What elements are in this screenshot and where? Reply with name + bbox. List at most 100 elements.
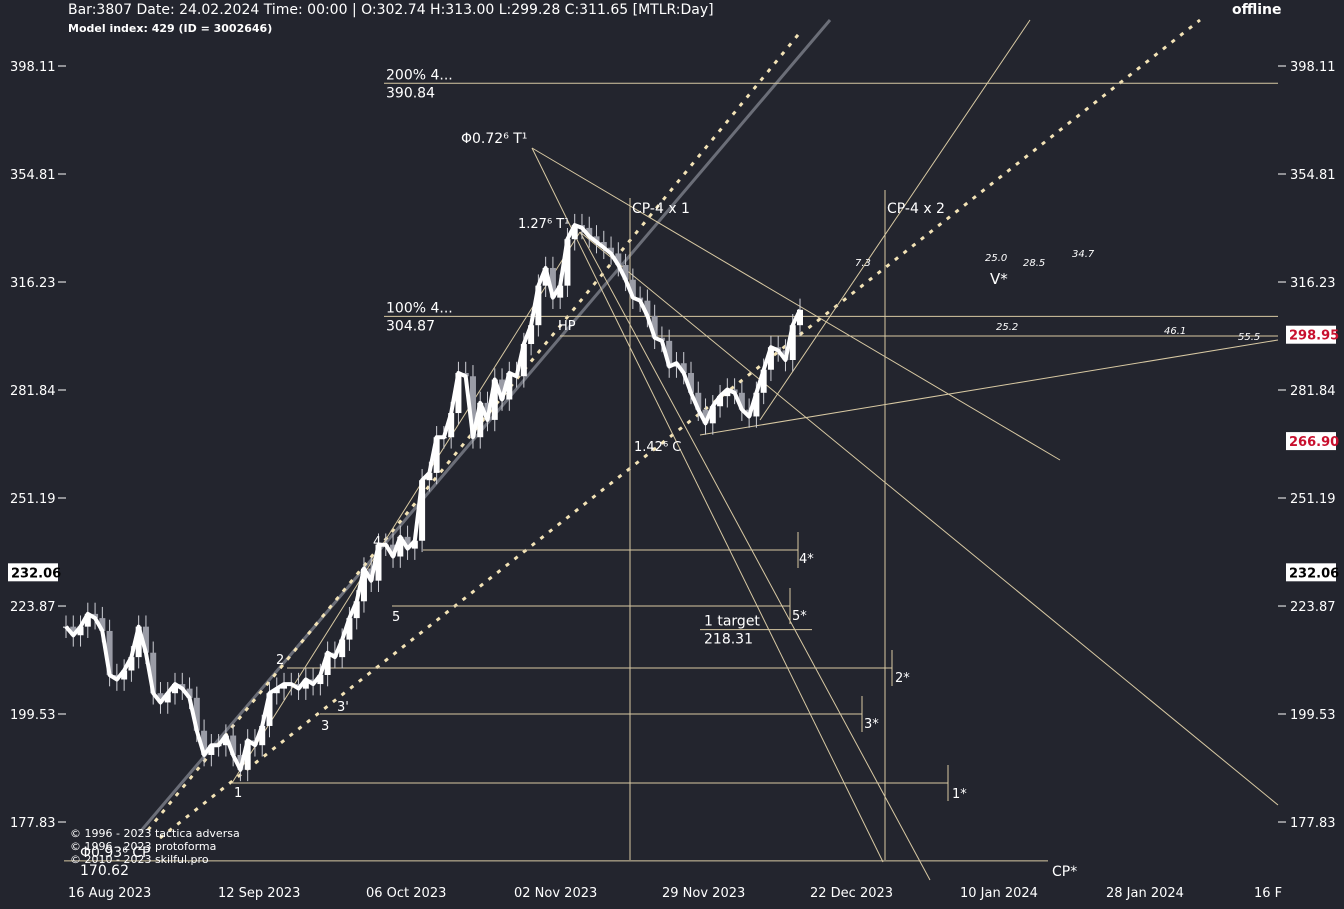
candle-body [586,227,593,237]
dotted-channel-lower [159,18,1201,840]
x-tick-label: 06 Oct 2023 [366,886,446,901]
diagonal-line [579,231,1279,806]
model-index: Model index: 429 (ID = 3002646) [68,22,273,35]
candle-body [702,409,709,424]
annotation-label: 2* [895,671,910,686]
x-tick-label: 10 Jan 2024 [960,886,1038,901]
candle-body [302,679,309,689]
bar-info: Bar:3807 Date: 24.02.2024 Time: 00:00 | … [68,2,714,18]
candle-body [738,392,745,410]
annotation-label: 1 [234,786,242,801]
y-tick-label-right: 281.84 [1290,384,1336,399]
close-line [64,223,802,772]
candle-body [528,325,535,345]
candle-body [608,247,615,254]
price-badge [1286,432,1336,451]
price-badge-label: 266.90 [1289,435,1339,450]
annotation-label: 28.5 [1023,258,1045,269]
annotation-label: 5* [792,609,807,624]
candle-body [142,626,149,653]
diagonal-line [699,339,1279,436]
candle-body [571,225,578,240]
y-tick-label-right: 316.23 [1290,276,1336,291]
candle-body [520,344,527,377]
candle-body [680,363,687,373]
y-tick-label-right: 354.81 [1290,168,1336,183]
candle-body [666,340,673,367]
annotation-label: 5 [392,610,400,625]
annotation-label: CP-4 x 2 [887,201,945,217]
candle-body [724,389,731,397]
y-tick-label-right: 398.11 [1290,60,1336,75]
copyright-1: © 1996 - 2023 tactica adversa [70,827,240,840]
candle-body [106,630,113,675]
candle-body [77,626,84,636]
price-badge [1286,563,1336,582]
candle-body [157,693,164,703]
grey-channel-line [138,19,832,833]
candle-body [230,735,237,755]
candle-body [615,253,622,266]
candle-body [150,652,157,694]
candle-body [266,693,273,726]
candle-body [419,480,426,541]
candle-body [121,670,128,680]
annotation-label: 55.5 [1238,332,1260,343]
candle-body [397,536,404,557]
candle-body [709,406,716,424]
y-tick-label-right: 199.53 [1290,708,1336,723]
candle-body [542,267,549,286]
analysis-lines [64,18,1279,881]
level-label: 200% 4... [386,67,453,83]
y-tick-label-left: 199.53 [10,708,56,723]
diagonal-line [231,231,581,784]
candle-body [404,536,411,549]
x-tick-label: 02 Nov 2023 [514,886,597,901]
candle-body [164,693,171,703]
candle-body [135,626,142,658]
candle-body [549,267,556,298]
axis-layer: 398.11 398.11 354.81 354.81 316.23 316.23 281.… [8,60,1339,901]
annotation-label: V* [990,270,1008,288]
candle-body [499,379,506,400]
annotation-label: Φ0.72⁶ T¹ [461,131,527,147]
copyright-2: © 1996 - 2023 protoforma [70,840,217,853]
candle-body [426,472,433,481]
y-tick-label-left: 354.81 [10,168,56,183]
price-badge-label: 232.06 [1289,566,1339,581]
x-tick-label: 16 Aug 2023 [68,886,151,901]
x-tick-label: 22 Dec 2023 [810,886,893,901]
candle-body [244,740,251,770]
candle-body [346,618,353,640]
candle-body [84,613,91,627]
candle-body [324,652,331,675]
level-value: 218.31 [704,632,753,648]
annotation-label: 46.1 [1164,326,1186,337]
annotation-label: 1.27⁶ T¹ [518,217,569,232]
price-badge-label: 232.06 [11,566,61,581]
candle-body [593,236,600,243]
y-tick-label-left: 177.83 [10,816,56,831]
annotation-label: 3 [321,719,329,734]
copyright-3: © 2010 - 2023 skilful.pro [70,853,209,866]
y-tick-label-right: 251.19 [1290,492,1336,507]
candle-body [469,376,476,438]
candle-body [695,392,702,410]
status-label: offline [1232,2,1282,18]
y-tick-label-right: 177.83 [1290,816,1336,831]
candle-body [600,242,607,248]
candle-body [753,392,760,417]
y-tick-label-left: 223.87 [10,600,56,615]
candle-body [535,285,542,326]
candle-body [128,657,135,671]
annotation-label: 1* [952,787,967,802]
annotation-label: 25.2 [996,322,1018,333]
candle-body [208,745,215,755]
x-tick-label: 16 F [1254,886,1282,901]
candle-body [193,697,200,731]
y-tick-label-left: 251.19 [10,492,56,507]
level-label: 100% 4... [386,300,453,316]
candles [63,213,803,782]
candle-body [629,279,636,298]
